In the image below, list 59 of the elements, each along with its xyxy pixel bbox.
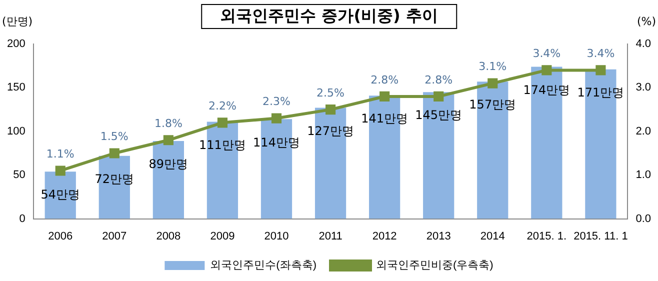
data-label: 89만명 (148, 157, 188, 172)
data-label: 145만명 (415, 108, 462, 122)
y-tick-label: 50 (13, 169, 26, 182)
point (542, 65, 552, 76)
data-label: 141만명 (361, 112, 408, 126)
point (55, 166, 66, 176)
data-label: 2.2% (208, 100, 236, 113)
data-label: 1.5% (100, 130, 128, 144)
data-label: 72만명 (94, 172, 134, 186)
data-label: 111만명 (199, 138, 246, 152)
y2-tick-label: 0.0 (636, 212, 652, 225)
data-label: 2.8% (370, 73, 399, 86)
data-label: 2.3% (262, 95, 290, 108)
point (109, 148, 120, 158)
data-label: 2.8% (424, 73, 453, 86)
y-tick-label: 100 (6, 125, 26, 138)
x-tick-label: 2015. 1. (526, 230, 567, 242)
data-label: 1.1% (46, 148, 74, 161)
y2-tick-label: 4.0 (636, 38, 652, 50)
y2-tick-label: 2.0 (636, 125, 652, 138)
y-tick-label: 200 (6, 38, 26, 50)
point (271, 113, 282, 124)
y-tick-label: 150 (6, 82, 26, 94)
point (434, 91, 444, 102)
x-tick-label: 2006 (48, 230, 73, 242)
data-label: 3.1% (478, 60, 507, 74)
legend-label: 외국인주민수(좌측축) (210, 260, 316, 272)
chart-title: 외국인주민수 증가(비중) 추이 (201, 4, 457, 29)
x-tick-label: 2012 (372, 230, 397, 242)
data-label: 3.4% (586, 47, 615, 60)
data-label: 3.4% (532, 47, 561, 60)
x-tick-label: 2009 (210, 230, 235, 242)
data-label: 174만명 (523, 82, 570, 97)
point (325, 104, 336, 115)
point (488, 78, 498, 88)
x-tick-label: 2008 (156, 230, 181, 242)
legend-label: 외국인주민비중(우측축) (376, 260, 494, 272)
y2-tick-label: 1.0 (636, 169, 652, 182)
data-label: 1.8% (154, 117, 182, 130)
x-tick-label: 2015. 11. 1 (574, 230, 628, 242)
data-label: 114만명 (253, 135, 300, 150)
y-axis-title: (만명) (2, 14, 33, 28)
data-label: 127만명 (307, 124, 354, 138)
point (163, 135, 174, 146)
y2-axis-title: (%) (636, 14, 656, 28)
x-tick-label: 2013 (426, 230, 451, 242)
data-label: 54만명 (40, 188, 80, 202)
data-label: 171만명 (577, 85, 624, 100)
point (217, 118, 228, 128)
x-tick-label: 2010 (264, 230, 289, 242)
data-label: 2.5% (316, 86, 345, 100)
y2-tick-label: 3.0 (636, 82, 652, 94)
data-label: 157만명 (469, 98, 516, 112)
x-tick-label: 2011 (318, 230, 342, 242)
x-tick-label: 2007 (102, 230, 127, 242)
point (596, 65, 606, 76)
x-tick-label: 2014 (480, 230, 505, 242)
point (380, 91, 390, 102)
y-tick-label: 0 (19, 212, 26, 225)
